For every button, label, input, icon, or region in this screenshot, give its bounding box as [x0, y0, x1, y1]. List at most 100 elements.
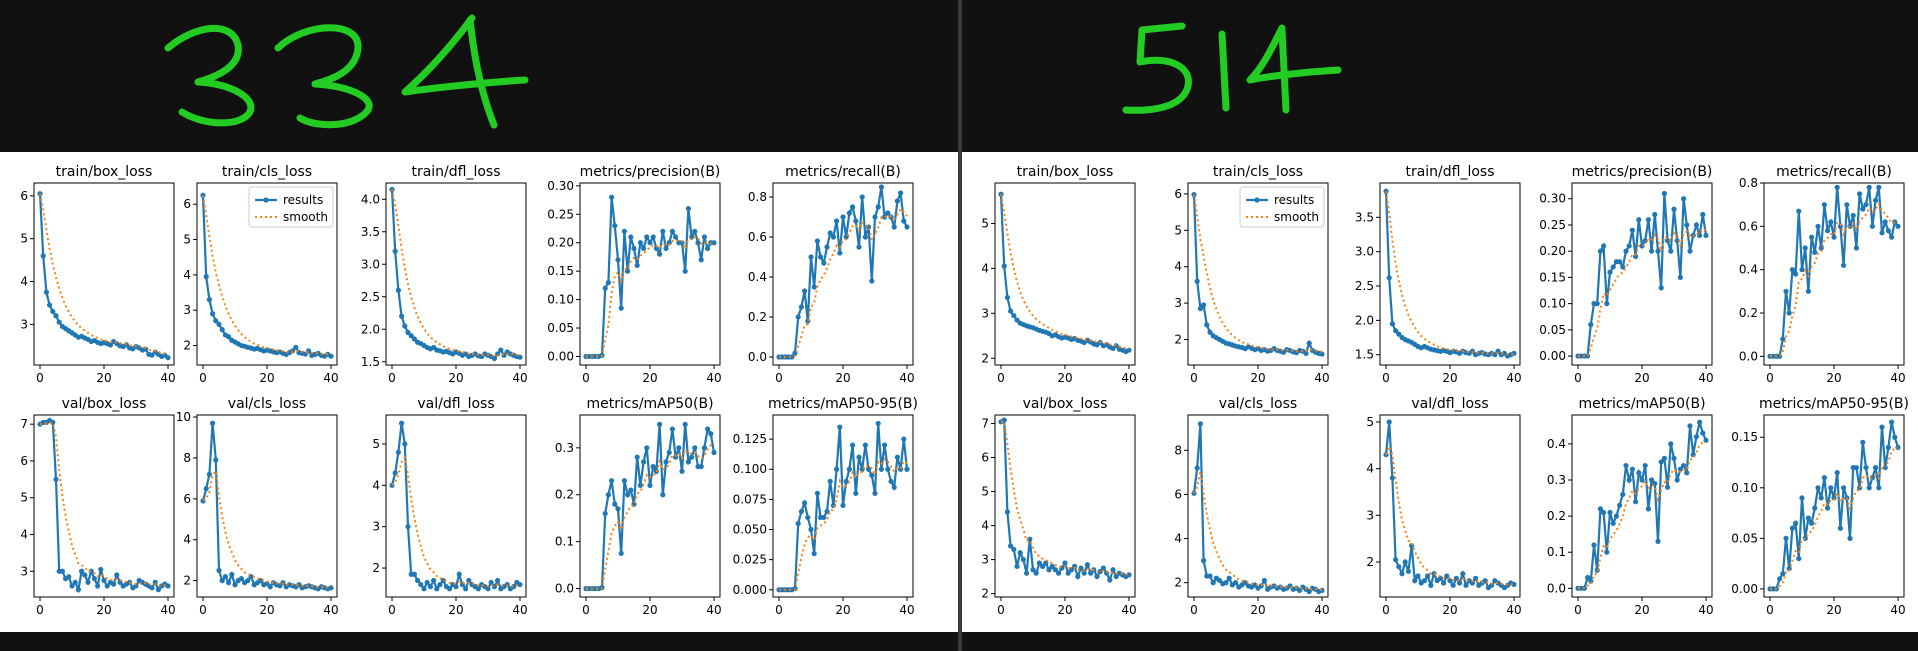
data-point-results — [862, 442, 869, 448]
y-tick-label: 3 — [372, 520, 380, 534]
data-point-results — [411, 571, 417, 577]
subplot-title: metrics/mAP50(B) — [1578, 396, 1705, 412]
x-tick-label: 0 — [775, 603, 783, 617]
data-point-results — [1623, 248, 1629, 254]
data-point-results — [827, 230, 833, 236]
series-line-smooth — [202, 195, 332, 356]
data-point-results — [885, 466, 891, 472]
data-point-results — [1610, 264, 1616, 270]
data-point-results — [1885, 444, 1891, 450]
data-point-results — [1011, 312, 1017, 319]
data-point-results — [213, 457, 219, 463]
data-point-results — [1674, 477, 1680, 483]
y-tick-label: 2 — [372, 561, 380, 575]
series-line-smooth — [1578, 440, 1707, 590]
data-point-results — [653, 245, 660, 252]
data-point-results — [1084, 562, 1090, 568]
y-tick-label: 6 — [20, 189, 28, 203]
y-tick-label: 0.0 — [1547, 581, 1566, 595]
data-point-results — [811, 284, 817, 290]
data-point-results — [517, 354, 523, 360]
data-point-results — [405, 329, 411, 336]
data-point-results — [82, 572, 88, 578]
series-line-smooth — [1385, 443, 1514, 586]
data-point-results — [1008, 308, 1014, 314]
x-tick-label: 0 — [1574, 603, 1582, 617]
data-point-results — [165, 583, 171, 589]
data-point-results — [1687, 248, 1693, 254]
x-tick-label: 20 — [96, 371, 111, 385]
y-tick-label: 0.6 — [1739, 219, 1758, 233]
data-point-results — [1049, 563, 1055, 569]
y-tick-label: 0.125 — [733, 432, 767, 446]
handwritten-514 — [1122, 22, 1342, 114]
data-point-results — [798, 508, 805, 515]
data-point-results — [891, 484, 897, 490]
axes-frame — [772, 182, 914, 366]
subplot-514-train-cls-loss: train/cls_loss 0 20 40 2 3 4 5 6 results smooth — [1174, 164, 1329, 385]
subplot-title: train/dfl_loss — [411, 164, 500, 180]
data-point-results — [625, 492, 631, 498]
data-point-results — [1261, 577, 1267, 584]
data-point-results — [711, 449, 717, 456]
y-tick-label: 0.05 — [1731, 531, 1758, 545]
data-point-results — [1393, 557, 1399, 563]
data-point-results — [1693, 434, 1699, 440]
data-point-results — [894, 454, 901, 460]
data-point-results — [111, 581, 117, 587]
data-point-results — [466, 577, 472, 584]
x-tick-label: 40 — [1890, 371, 1905, 385]
data-point-results — [701, 234, 708, 240]
y-tick-label: 0.25 — [1539, 218, 1566, 232]
x-tick-label: 20 — [642, 371, 657, 385]
x-tick-label: 0 — [199, 371, 207, 385]
subplot-title: val/dfl_loss — [417, 396, 494, 412]
data-point-results — [647, 240, 653, 246]
data-point-results — [1777, 576, 1783, 582]
data-point-results — [1677, 466, 1683, 472]
subplot-title: metrics/precision(B) — [1572, 164, 1713, 180]
data-point-results — [641, 245, 647, 252]
data-point-results — [840, 214, 846, 220]
data-point-results — [1853, 464, 1859, 471]
x-tick-label: 0 — [388, 603, 396, 617]
data-point-results — [1008, 543, 1014, 549]
data-point-results — [165, 355, 171, 361]
data-point-results — [698, 257, 704, 263]
data-point-results — [628, 487, 634, 493]
data-point-results — [66, 574, 72, 580]
data-point-results — [666, 240, 672, 246]
data-point-results — [1812, 505, 1818, 511]
data-point-results — [47, 302, 53, 308]
data-point-results — [631, 245, 637, 252]
data-point-results — [1825, 505, 1831, 511]
x-tick-label: 0 — [997, 371, 1005, 385]
series-line-smooth — [1770, 446, 1899, 590]
axes-frame — [1571, 182, 1713, 366]
data-point-results — [875, 420, 881, 427]
y-tick-label: 7 — [20, 417, 28, 431]
data-point-results — [1661, 455, 1667, 461]
data-point-results — [1014, 317, 1020, 323]
subplot-514-metrics-map50-95-b-: metrics/mAP50-95(B) 0 20 40 0.00 0.05 0.10 0.15 — [1731, 396, 1909, 617]
data-point-results — [705, 426, 711, 432]
x-tick-label: 20 — [835, 603, 850, 617]
data-point-results — [676, 445, 682, 451]
data-point-results — [609, 478, 615, 484]
data-point-results — [1020, 556, 1026, 563]
data-point-results — [50, 308, 56, 315]
data-point-results — [705, 245, 711, 252]
data-point-results — [1697, 419, 1703, 425]
y-tick-label: 0.1 — [555, 535, 574, 549]
y-tick-label: 3 — [1174, 296, 1182, 310]
data-point-results — [888, 478, 894, 484]
data-point-results — [1194, 465, 1200, 471]
data-point-results — [1815, 223, 1821, 229]
y-tick-label: 2 — [183, 574, 191, 588]
axes-frame — [385, 182, 527, 366]
data-point-results — [40, 253, 46, 259]
data-point-results — [1860, 439, 1866, 445]
y-tick-label: 2.5 — [1355, 279, 1374, 293]
data-point-results — [1412, 578, 1418, 584]
y-tick-label: 0.8 — [1739, 176, 1758, 190]
